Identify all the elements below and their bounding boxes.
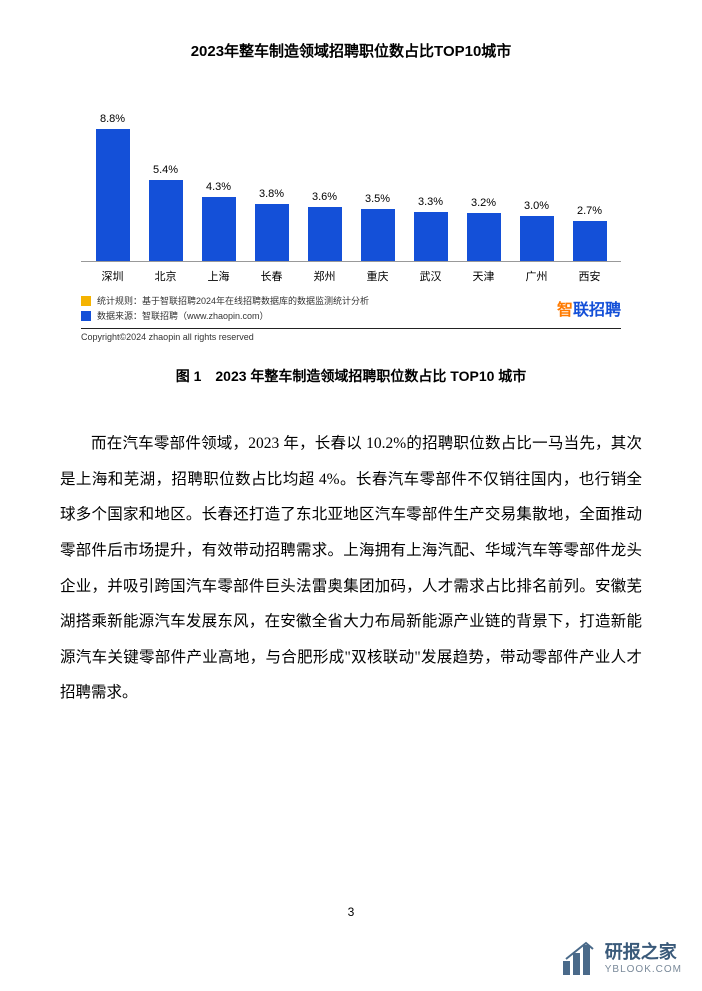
legend-swatch — [81, 296, 91, 306]
bar — [96, 129, 130, 261]
watermark-bars-icon — [559, 939, 599, 979]
bar-group: 3.5% — [354, 193, 402, 262]
bar-value-label: 3.2% — [471, 197, 496, 209]
legend-swatch — [81, 311, 91, 321]
bar-group: 3.8% — [248, 188, 296, 261]
bar-group: 3.6% — [301, 191, 349, 261]
page-number: 3 — [0, 905, 702, 919]
chart-x-axis: 深圳北京上海长春郑州重庆武汉天津广州西安 — [81, 261, 621, 284]
bar — [361, 209, 395, 262]
x-axis-label: 上海 — [195, 268, 243, 284]
bar-group: 4.3% — [195, 181, 243, 262]
bar-group: 8.8% — [89, 113, 137, 261]
bar-value-label: 8.8% — [100, 113, 125, 125]
legend-text: 统计规则：基于智联招聘2024年在线招聘数据库的数据监测统计分析 — [97, 294, 369, 307]
bar-value-label: 3.6% — [312, 191, 337, 203]
bar-value-label: 5.4% — [153, 164, 178, 176]
x-axis-label: 天津 — [460, 268, 508, 284]
bar — [467, 213, 501, 261]
brand-part2: 联招聘 — [573, 302, 621, 319]
chart-footer: 统计规则：基于智联招聘2024年在线招聘数据库的数据监测统计分析数据来源：智联招… — [81, 294, 621, 348]
legend-row: 统计规则：基于智联招聘2024年在线招聘数据库的数据监测统计分析 — [81, 294, 621, 307]
bar-group: 5.4% — [142, 164, 190, 261]
bar-value-label: 4.3% — [206, 181, 231, 193]
x-axis-label: 武汉 — [407, 268, 455, 284]
bar — [202, 197, 236, 262]
body-paragraph: 而在汽车零部件领域，2023 年，长春以 10.2%的招聘职位数占比一马当先，其… — [60, 426, 642, 711]
brand-logo: 智联招聘 — [557, 296, 621, 320]
brand-part1: 智 — [557, 302, 573, 319]
bar — [573, 221, 607, 262]
legend-row: 数据来源：智联招聘（www.zhaopin.com） — [81, 309, 621, 322]
bar — [414, 212, 448, 262]
x-axis-label: 深圳 — [89, 268, 137, 284]
bar-value-label: 3.5% — [365, 193, 390, 205]
x-axis-label: 西安 — [566, 268, 614, 284]
x-axis-label: 广州 — [513, 268, 561, 284]
bar-group: 3.3% — [407, 196, 455, 262]
chart-copyright: Copyright©2024 zhaopin all rights reserv… — [81, 328, 621, 342]
x-axis-label: 郑州 — [301, 268, 349, 284]
watermark: 研报之家 YBLOOK.COM — [559, 939, 682, 979]
figure-caption: 图 1 2023 年整车制造领域招聘职位数占比 TOP10 城市 — [60, 366, 642, 386]
x-axis-label: 重庆 — [354, 268, 402, 284]
bar-value-label: 3.8% — [259, 188, 284, 200]
bar-group: 3.2% — [460, 197, 508, 261]
bar — [308, 207, 342, 261]
watermark-sub: YBLOOK.COM — [605, 964, 682, 976]
bar — [520, 216, 554, 261]
bar — [149, 180, 183, 261]
x-axis-label: 长春 — [248, 268, 296, 284]
bar-value-label: 3.3% — [418, 196, 443, 208]
bar-group: 3.0% — [513, 200, 561, 261]
x-axis-label: 北京 — [142, 268, 190, 284]
chart-bars-area: 8.8% 5.4% 4.3% 3.8% 3.6% 3.5% 3.3% 3.2% 3.0% 2.7% — [81, 81, 621, 261]
legend-text: 数据来源：智联招聘（www.zhaopin.com） — [97, 309, 269, 322]
chart-title: 2023年整车制造领域招聘职位数占比TOP10城市 — [81, 40, 621, 61]
watermark-main: 研报之家 — [605, 942, 682, 964]
bar-value-label: 2.7% — [577, 205, 602, 217]
bar-group: 2.7% — [566, 205, 614, 262]
bar — [255, 204, 289, 261]
bar-value-label: 3.0% — [524, 200, 549, 212]
bar-chart: 2023年整车制造领域招聘职位数占比TOP10城市 8.8% 5.4% 4.3% 3.… — [81, 40, 621, 348]
